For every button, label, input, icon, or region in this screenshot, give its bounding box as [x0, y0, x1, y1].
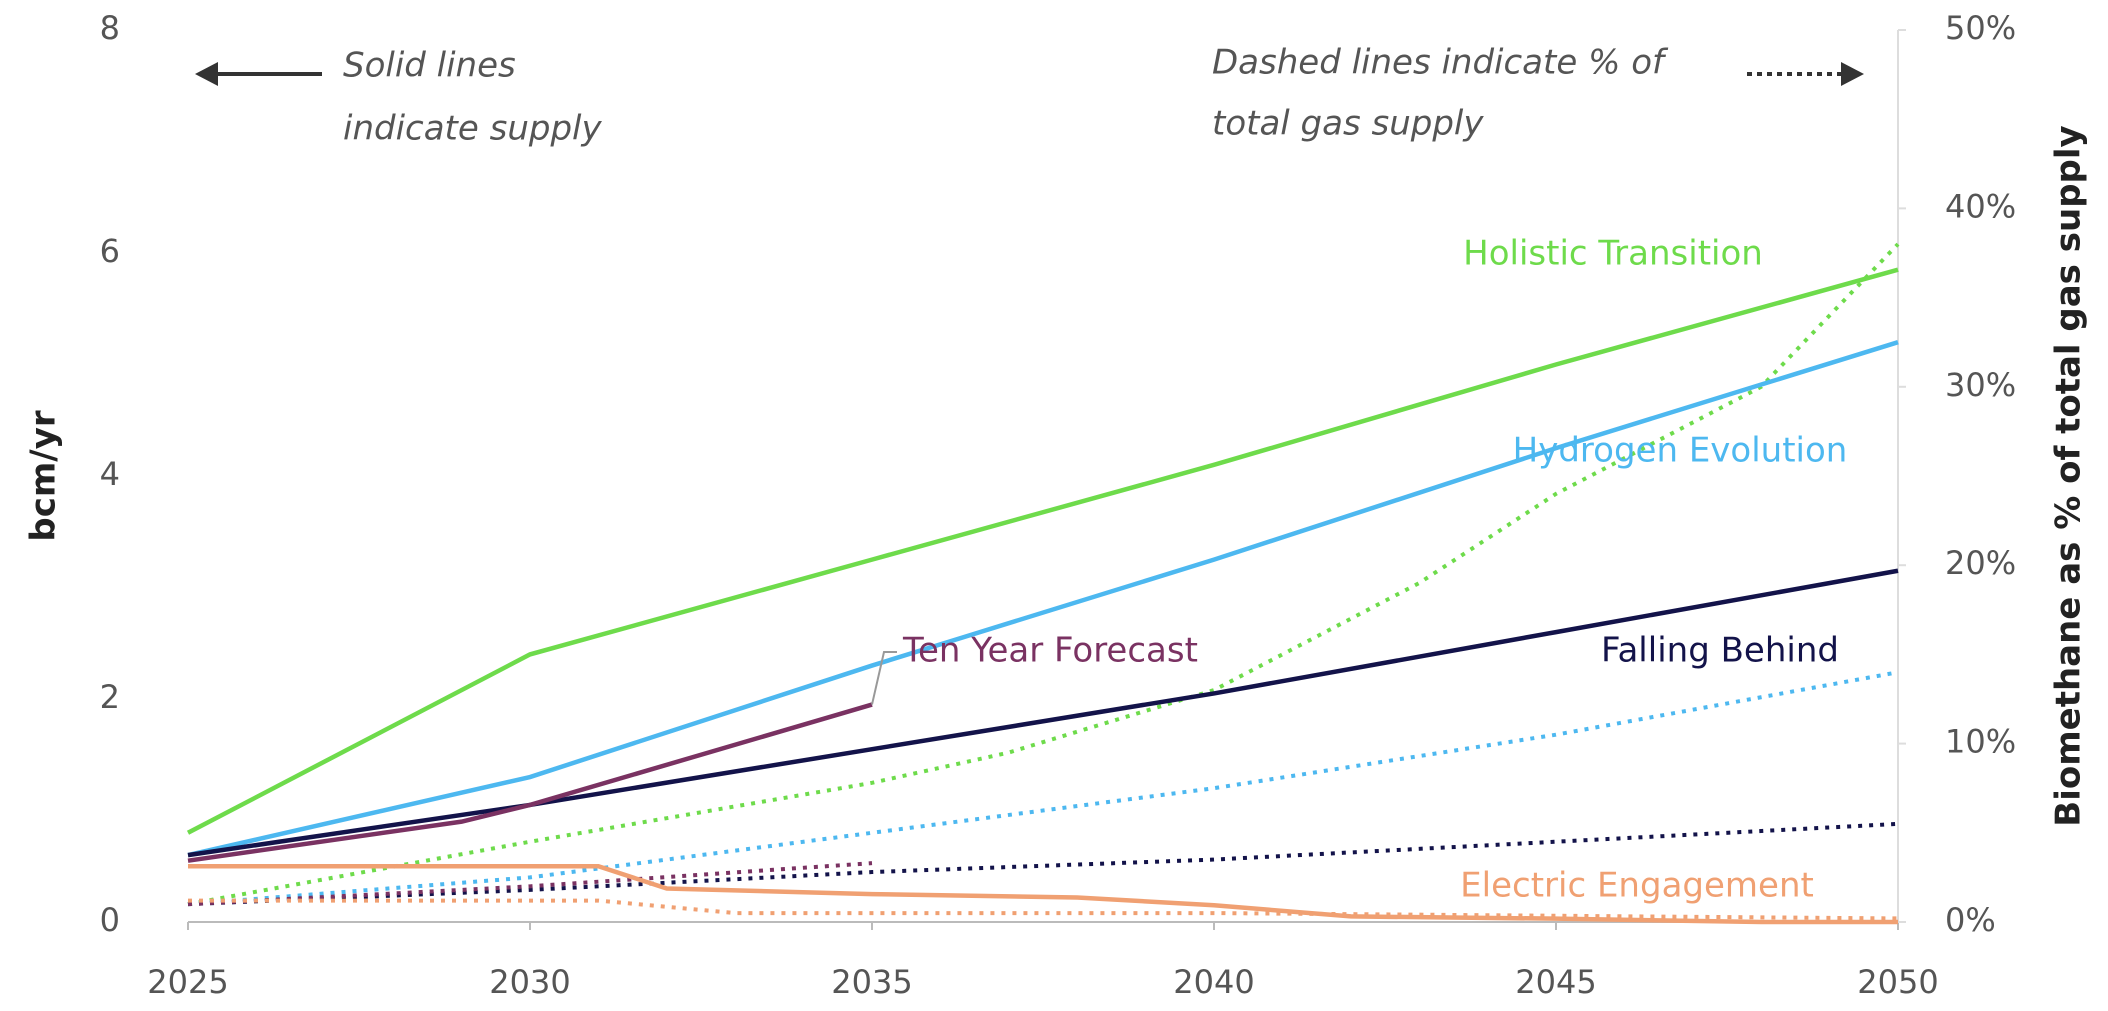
y-tick-label: 0: [100, 901, 120, 939]
x-tick-label: 2050: [1857, 963, 1938, 1001]
y2-tick-label: 40%: [1945, 187, 2016, 225]
share-line: [187, 861, 873, 907]
x-tick-label: 2025: [147, 963, 228, 1001]
supply-line: [187, 702, 873, 863]
y2-tick-label: 20%: [1945, 544, 2016, 582]
y-axis-title: bcm/yr: [24, 410, 64, 542]
series-label: Electric Engagement: [1460, 866, 1814, 906]
series-label: Hydrogen Evolution: [1513, 431, 1848, 471]
series-label: Ten Year Forecast: [902, 631, 1198, 671]
share-line: [187, 670, 1899, 907]
y2-tick-label: 50%: [1945, 9, 2016, 47]
supply-line: [188, 864, 1898, 925]
x-tick-label: 2045: [1515, 963, 1596, 1001]
y-tick-label: 6: [100, 232, 120, 270]
x-tick-label: 2035: [831, 963, 912, 1001]
supply-line: [187, 568, 1899, 858]
annotation: total gas supply: [1212, 104, 1484, 144]
annotation: Dashed lines indicate % of: [1212, 43, 1669, 83]
y-tick-label: 4: [100, 455, 120, 493]
dotted-arrow: [1747, 62, 1864, 86]
supply-line: [186, 267, 1899, 835]
y-tick-label: 8: [100, 9, 120, 47]
share-line: [188, 898, 1899, 921]
y2-tick-label: 30%: [1945, 366, 2016, 404]
y2-axis-title: Biomethane as % of total gas supply: [2049, 125, 2089, 826]
supply-line: [187, 340, 1899, 858]
x-tick-label: 2030: [489, 963, 570, 1001]
x-tick-label: 2040: [1173, 963, 1254, 1001]
y2-tick-label: 10%: [1945, 723, 2016, 761]
y-tick-label: 2: [100, 678, 120, 716]
annotation: indicate supply: [343, 109, 602, 149]
solid-arrow: [195, 62, 322, 86]
series-label: Holistic Transition: [1463, 234, 1763, 274]
annotation: Solid lines: [343, 46, 516, 86]
label-leader: [871, 651, 897, 705]
series-label: Falling Behind: [1601, 631, 1839, 671]
y2-tick-label: 0%: [1945, 901, 1996, 939]
